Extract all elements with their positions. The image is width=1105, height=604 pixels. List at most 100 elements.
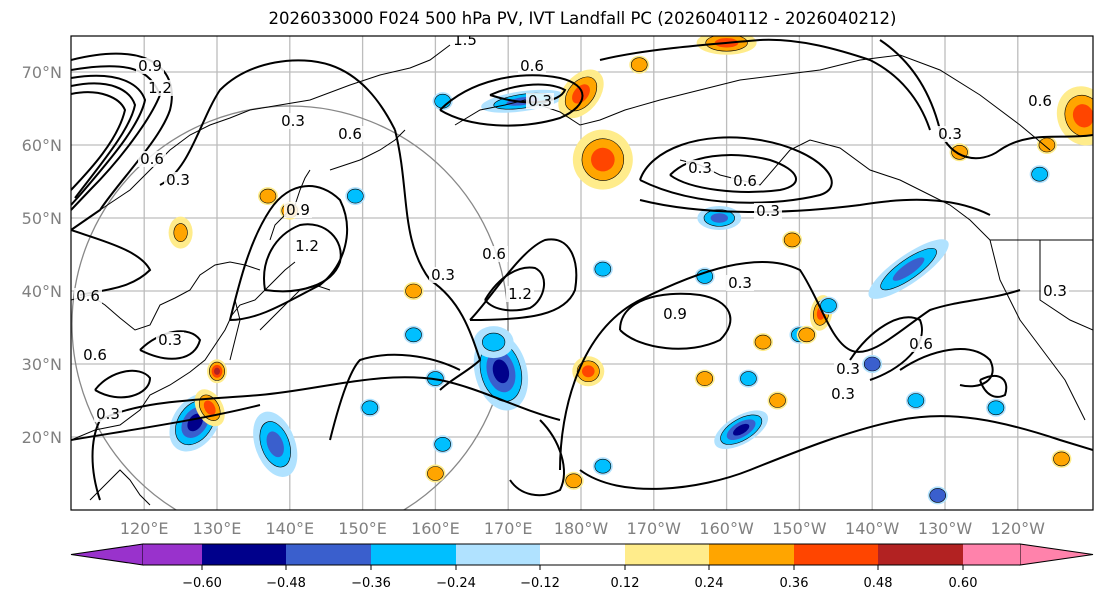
- contour-label-bg: [834, 361, 862, 377]
- lon-tick-label: 160°E: [411, 519, 460, 538]
- shade-level: [630, 57, 648, 72]
- shaded-region: [796, 325, 817, 344]
- colorbar-box: [456, 544, 540, 565]
- colorbar-box: [540, 544, 625, 565]
- shaded-region: [1051, 449, 1072, 468]
- contour-label: 0.3: [728, 274, 752, 292]
- contour-label-bg: [138, 151, 166, 167]
- shaded-region: [168, 216, 193, 249]
- shaded-region: [629, 55, 650, 74]
- shade-level: [591, 147, 615, 172]
- colorbar-extend-max: [1019, 543, 1094, 566]
- shaded-region: [253, 411, 298, 477]
- shade-level: [427, 466, 444, 481]
- contour-label: 1.2: [148, 79, 172, 97]
- contour-label: 0.3: [831, 385, 855, 403]
- shade-level: [892, 257, 925, 281]
- colorbar-box: [878, 544, 963, 565]
- contour-label: 0.6: [338, 125, 362, 143]
- shade-level: [696, 371, 714, 386]
- contour-line: [263, 223, 342, 293]
- shade-level: [769, 393, 786, 408]
- shaded-region: [1036, 136, 1057, 154]
- lat-tick-label: 70°N: [22, 63, 62, 82]
- map-frame: [70, 35, 1094, 511]
- contour-label: 0.9: [138, 57, 162, 75]
- shade-level: [361, 400, 379, 416]
- shade-level: [798, 327, 815, 343]
- shade-level: [572, 84, 590, 104]
- contour-label-bg: [526, 93, 554, 109]
- coastline: [71, 44, 451, 231]
- shaded-region: [592, 260, 613, 279]
- contour-label-bg: [907, 336, 935, 352]
- colorbar-box: [709, 544, 794, 565]
- shaded-region: [345, 187, 366, 206]
- shade-level: [259, 188, 277, 204]
- range-ring: [71, 105, 509, 510]
- shaded-region: [257, 187, 278, 206]
- contour-label: 0.3: [281, 112, 305, 130]
- shade-level: [594, 458, 612, 474]
- shaded-region: [207, 359, 227, 384]
- contour-label: 1.5: [453, 31, 477, 49]
- shaded-region: [572, 129, 633, 190]
- lon-tick-label: 140°E: [265, 519, 314, 538]
- shade-level: [740, 371, 757, 386]
- shade-level: [929, 488, 947, 503]
- lon-tick-label: 120°W: [991, 519, 1046, 538]
- latitude-axis: 70°N 60°N 50°N 40°N 30°N 20°N: [22, 63, 62, 447]
- shaded-region: [905, 391, 926, 410]
- colorbar-tick-label: −0.60: [182, 576, 222, 591]
- contour-label: 0.6: [76, 287, 100, 305]
- shaded-region: [425, 464, 446, 483]
- shaded-region: [473, 326, 514, 359]
- lon-tick-label: 150°W: [772, 519, 827, 538]
- contour-label: 0.3: [756, 202, 780, 220]
- shade-level: [710, 213, 728, 223]
- contour-label: 0.6: [520, 57, 544, 75]
- contour-line: [559, 260, 1021, 471]
- contour-line: [599, 38, 931, 131]
- shade-level: [405, 283, 422, 299]
- contour-label-bg: [164, 172, 192, 188]
- shaded-region: [782, 230, 803, 249]
- shade-level: [266, 431, 284, 458]
- contour-label-bg: [726, 275, 754, 291]
- contour-label: 0.3: [938, 125, 962, 143]
- contour-line: [329, 353, 461, 441]
- contour-label: 0.6: [482, 245, 506, 263]
- shade-level: [1031, 166, 1048, 182]
- shade-level: [581, 365, 595, 378]
- contour-line: [71, 82, 137, 199]
- shade-level: [987, 400, 1005, 416]
- colorbar-box: [794, 544, 878, 565]
- colorbar-tick-label: 0.60: [949, 576, 978, 591]
- shaded-region: [818, 296, 839, 315]
- contour-label-bg: [156, 332, 184, 348]
- contour-line: [639, 136, 833, 204]
- contour-label: 0.9: [286, 201, 310, 219]
- contour-label: 0.6: [909, 335, 933, 353]
- contour-label: 0.3: [688, 159, 712, 177]
- shaded-region: [985, 398, 1006, 417]
- shaded-region: [403, 325, 424, 344]
- contour-line: [619, 292, 732, 350]
- shaded-region: [927, 486, 948, 505]
- shade-level: [733, 423, 750, 436]
- contour-line: [579, 415, 1093, 490]
- lon-tick-label: 140°W: [845, 519, 900, 538]
- contour-label: 0.3: [96, 405, 120, 423]
- shaded-region: [592, 457, 613, 476]
- contour-label: 0.3: [836, 360, 860, 378]
- contour-label-bg: [429, 267, 457, 283]
- shaded-region: [1029, 165, 1050, 184]
- contour-label-bg: [94, 406, 122, 422]
- lon-tick-label: 170°E: [484, 519, 533, 538]
- shade-level: [754, 334, 772, 350]
- contour-label-bg: [451, 36, 479, 48]
- shade-level: [405, 327, 422, 343]
- contour-label-bg: [146, 80, 174, 96]
- contour-line: [71, 91, 127, 191]
- contour-line: [669, 154, 797, 193]
